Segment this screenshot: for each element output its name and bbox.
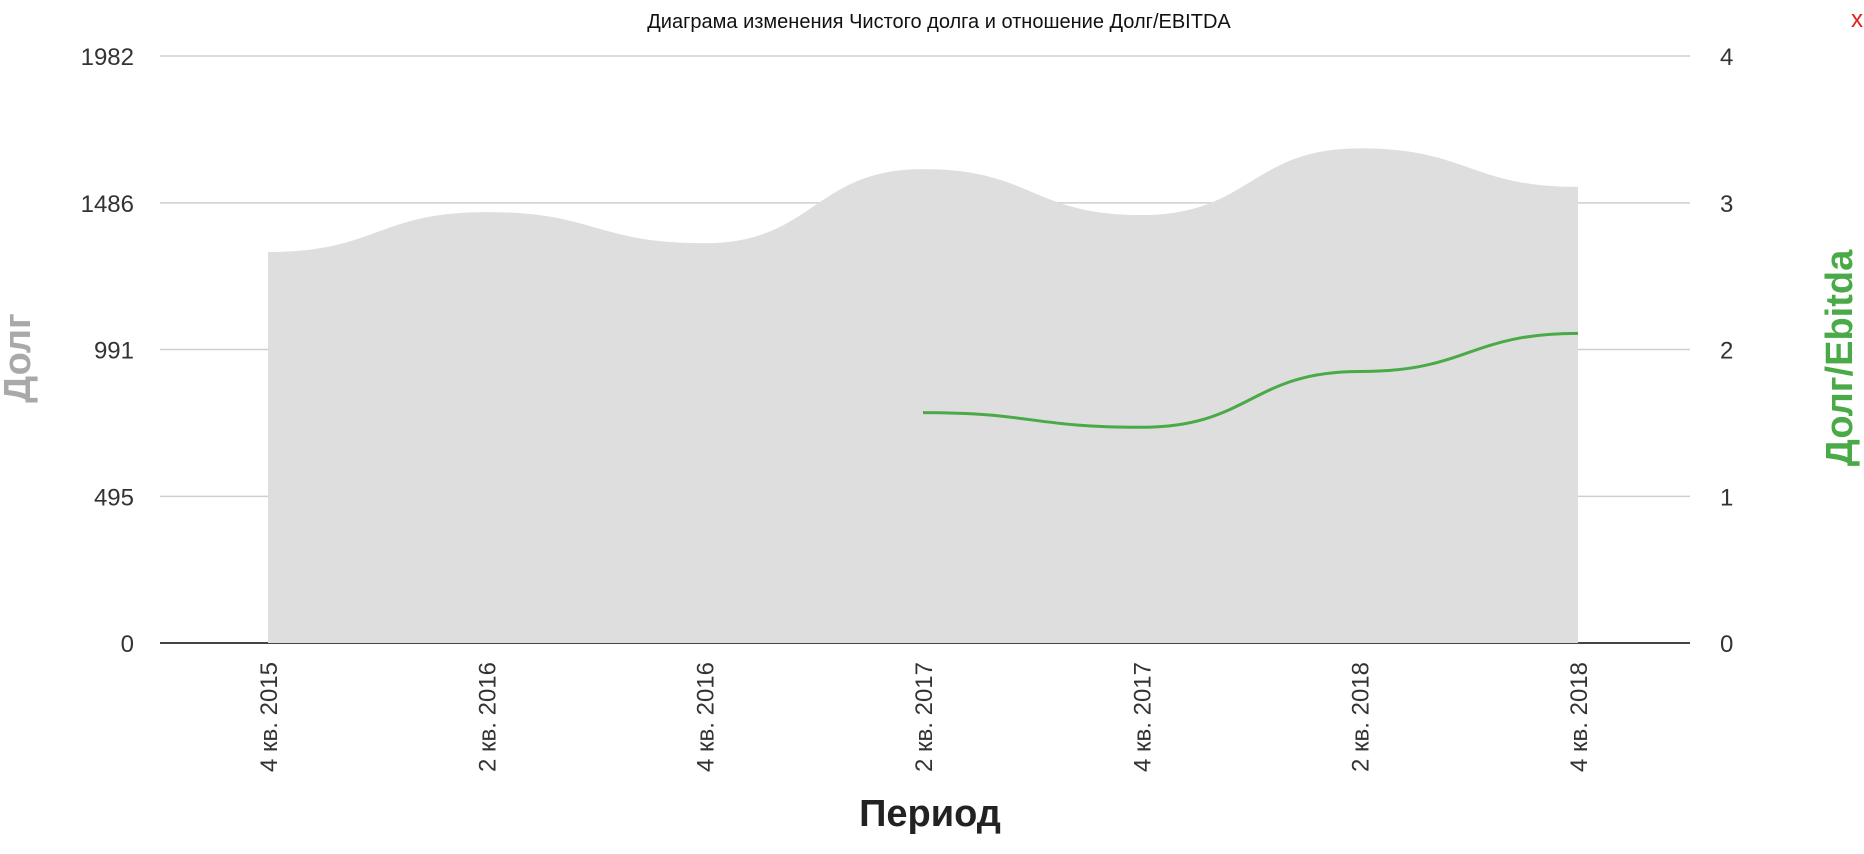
right-tick-label: 3 [1720,191,1733,218]
right-tick-label: 0 [1720,631,1733,658]
right-tick-label: 2 [1720,338,1733,365]
left-axis-label: Долг [0,313,39,403]
x-tick-label: 4 кв. 2018 [1566,662,1593,772]
left-tick-label: 991 [94,338,134,365]
left-tick-label: 1982 [81,44,134,71]
x-tick-label: 2 кв. 2016 [474,662,501,772]
right-tick-label: 1 [1720,484,1733,511]
right-tick-label: 4 [1720,44,1733,71]
left-tick-label: 0 [121,631,134,658]
left-tick-label: 1486 [81,191,134,218]
x-tick-label: 4 кв. 2015 [256,662,283,772]
x-tick-label: 2 кв. 2017 [911,662,938,772]
x-axis-ticks: 4 кв. 2015 2 кв. 2016 4 кв. 2016 2 кв. 2017… [256,662,1593,772]
x-tick-label: 4 кв. 2016 [693,662,720,772]
x-tick-label: 4 кв. 2017 [1129,662,1156,772]
chart-title: Диаграма изменения Чистого долга и отнош… [647,11,1231,33]
right-axis-ticks: 0 1 2 3 4 [1720,44,1733,658]
right-axis-label: Долг/Ebitda [1819,249,1861,466]
close-button[interactable]: x [1851,6,1863,33]
left-axis-ticks: 0 495 991 1486 1982 [81,44,134,658]
x-axis-label: Период [859,793,1001,835]
left-tick-label: 495 [94,484,134,511]
debt-area-series [268,148,1578,643]
debt-area [268,148,1578,643]
x-tick-label: 2 кв. 2018 [1348,662,1375,772]
debt-ebitda-line-series [922,331,1579,429]
debt-ebitda-line [922,331,1579,429]
